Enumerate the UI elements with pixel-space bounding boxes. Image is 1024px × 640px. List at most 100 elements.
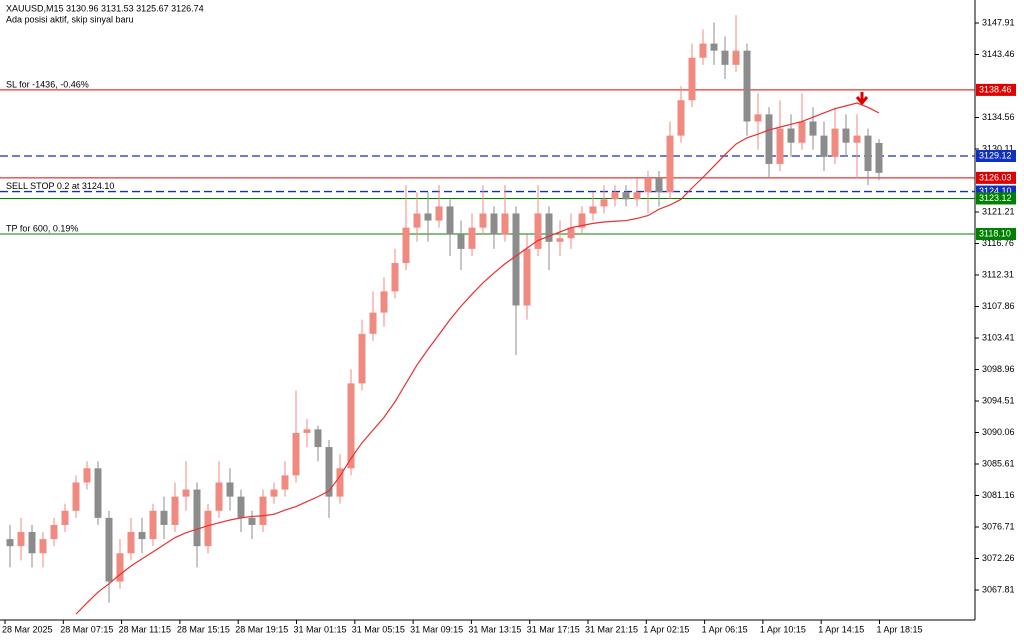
candle-body xyxy=(171,496,179,525)
candle-body xyxy=(875,142,883,173)
y-tick-label: 3098.96 xyxy=(982,364,1015,374)
candle-body xyxy=(622,192,630,200)
level-text: TP for 600, 0.19% xyxy=(6,223,78,233)
candle-body xyxy=(160,510,168,525)
y-tick-label: 3094.51 xyxy=(982,395,1015,405)
candle-body xyxy=(391,263,399,292)
candle-body xyxy=(831,128,839,157)
level-price-label: 3123.12 xyxy=(979,193,1012,203)
candle-body xyxy=(325,447,333,497)
candle-body xyxy=(853,135,861,143)
y-tick-label: 3107.86 xyxy=(982,301,1015,311)
candle-body xyxy=(776,128,784,164)
y-tick-label: 3103.41 xyxy=(982,332,1015,342)
level-price-box xyxy=(976,150,1016,163)
candle-body xyxy=(369,312,377,334)
x-tick-label: 31 Mar 13:15 xyxy=(468,624,521,634)
level-price-box xyxy=(976,83,1016,96)
level-price-box xyxy=(976,192,1016,205)
y-tick-label: 3147.91 xyxy=(982,17,1015,27)
candle-body xyxy=(743,50,751,122)
candle-body xyxy=(204,510,212,547)
candle-body xyxy=(765,114,773,164)
candle-body xyxy=(435,206,443,221)
y-tick-label: 3090.06 xyxy=(982,427,1015,437)
candle-body xyxy=(754,114,762,122)
level-price-box xyxy=(976,228,1016,241)
level-price-label: 3138.46 xyxy=(979,84,1012,94)
y-tick-label: 3116.76 xyxy=(982,238,1014,248)
candle-body xyxy=(248,517,256,525)
candle-body xyxy=(303,429,311,433)
candle-body xyxy=(39,539,47,554)
y-tick-label: 3076.71 xyxy=(982,521,1015,531)
candle-body xyxy=(501,213,509,235)
y-tick-label: 3121.21 xyxy=(982,206,1015,216)
candle-body xyxy=(358,333,366,384)
candle-body xyxy=(127,532,135,554)
candle-body xyxy=(567,227,575,239)
x-tick-label: 1 Apr 02:15 xyxy=(643,624,689,634)
candle-body xyxy=(490,213,498,235)
level-text: SELL STOP 0.2 at 3124.10 xyxy=(6,181,114,191)
candle-body xyxy=(94,468,102,518)
x-tick-label: 31 Mar 05:15 xyxy=(352,624,405,634)
candle-body xyxy=(17,532,25,547)
level-price-label: 3129.12 xyxy=(979,150,1012,160)
candle-body xyxy=(138,532,146,540)
candle-body xyxy=(446,206,454,235)
candle-body xyxy=(688,57,696,101)
candle-body xyxy=(116,553,124,582)
x-tick-label: 31 Mar 09:15 xyxy=(410,624,463,634)
candle-body xyxy=(28,532,36,554)
chart-subtitle: Ada posisi aktif, skip sinyal baru xyxy=(6,14,134,24)
candle-body xyxy=(347,383,355,469)
candle-body xyxy=(633,192,641,200)
y-tick-label: 3134.56 xyxy=(982,112,1015,122)
candle-body xyxy=(149,510,157,540)
candle-body xyxy=(259,496,267,525)
candle-body xyxy=(655,178,663,193)
x-tick-label: 28 Mar 15:15 xyxy=(177,624,230,634)
candle-body xyxy=(479,213,487,228)
x-tick-label: 31 Mar 21:15 xyxy=(585,624,638,634)
candle-body xyxy=(237,496,245,518)
candle-body xyxy=(424,213,432,221)
level-text: SL for -1436, -0.46% xyxy=(6,79,89,89)
moving-average xyxy=(75,102,880,615)
candle-body xyxy=(589,206,597,214)
y-tick-label: 3067.81 xyxy=(982,584,1015,594)
candle-body xyxy=(193,489,201,547)
candle-body xyxy=(787,128,795,143)
x-tick-label: 28 Mar 19:15 xyxy=(235,624,288,634)
candle-body xyxy=(721,50,729,65)
y-tick-label: 3072.26 xyxy=(982,553,1015,563)
signal-arrow xyxy=(855,92,869,106)
candle-body xyxy=(105,517,113,582)
chart-title: XAUUSD,M15 3130.96 3131.53 3125.67 3126.… xyxy=(6,3,204,13)
candle-body xyxy=(732,50,740,65)
candle-body xyxy=(512,213,520,306)
candle-body xyxy=(215,482,223,511)
x-tick-label: 1 Apr 06:15 xyxy=(702,624,748,634)
candle-body xyxy=(699,43,707,58)
candle-body xyxy=(281,475,289,490)
x-tick-label: 1 Apr 14:15 xyxy=(818,624,864,634)
y-tick-label: 3130.11 xyxy=(982,143,1014,153)
candle-body xyxy=(292,432,300,476)
level-price-label: 3124.10 xyxy=(979,186,1012,196)
candle-body xyxy=(809,121,817,136)
candle-body xyxy=(523,248,531,306)
y-tick-label: 3081.16 xyxy=(982,490,1015,500)
candle-body xyxy=(600,199,608,207)
candle-body xyxy=(710,43,718,51)
y-tick-label: 3143.46 xyxy=(982,49,1015,59)
candle-body xyxy=(578,213,586,228)
candle-body xyxy=(864,135,872,172)
level-price-box xyxy=(976,171,1016,184)
candle-body xyxy=(336,468,344,497)
x-tick-label: 31 Mar 01:15 xyxy=(294,624,347,634)
x-tick-label: 1 Apr 10:15 xyxy=(760,624,806,634)
